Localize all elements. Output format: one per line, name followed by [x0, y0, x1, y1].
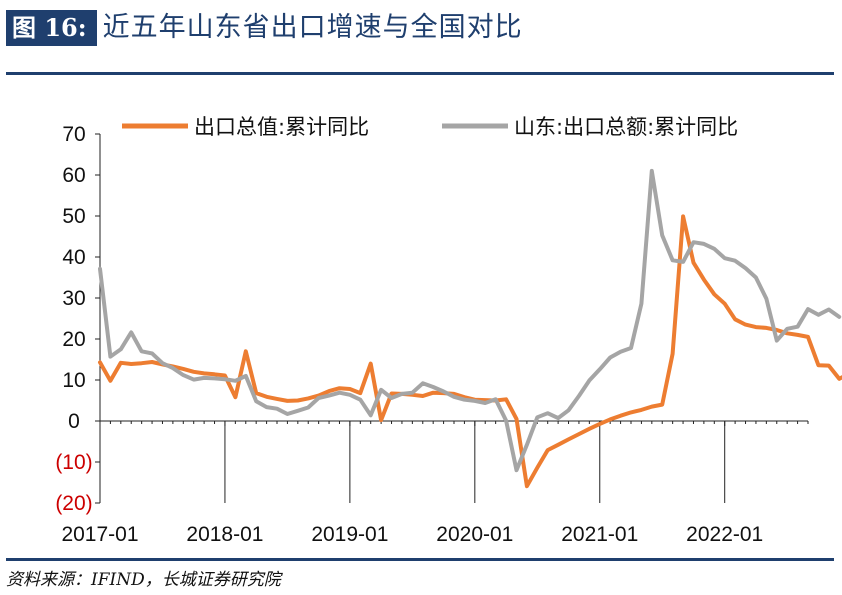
x-tick-label: 2020-01: [436, 523, 513, 546]
y-tick-label: 20: [62, 328, 85, 351]
legend-label: 出口总值:累计同比: [194, 115, 369, 139]
y-tick-label: 60: [62, 164, 85, 187]
legend-label: 山东:出口总额:累计同比: [514, 115, 738, 139]
x-tick-label: 2017-01: [61, 523, 138, 546]
source-note: 资料来源：IFIND，长城证券研究院: [6, 570, 281, 590]
series-line-national: [98, 214, 842, 489]
chart-legend: 出口总值:累计同比 山东:出口总额:累计同比: [122, 115, 738, 139]
x-tick-label: 2018-01: [186, 523, 263, 546]
x-tick-label: 2019-01: [311, 523, 388, 546]
title-divider: [6, 72, 834, 75]
figure-title: 近五年山东省出口增速与全国对比: [102, 12, 523, 43]
y-tick-label: (20): [55, 492, 92, 515]
figure-title-row: 图 16: 近五年山东省出口增速与全国对比: [6, 8, 523, 48]
y-tick-label: 40: [62, 246, 85, 269]
footer-divider: [6, 558, 834, 561]
y-tick-label: 30: [62, 287, 85, 310]
chart-axes: 70 60 50 40 30 20 10 0 (10) (20) 2017-01 2018-01 201…: [55, 123, 809, 546]
y-tick-label: 10: [62, 369, 85, 392]
series-line-shandong: [98, 168, 842, 473]
chart-series: [98, 168, 842, 489]
y-tick-label: 50: [62, 205, 85, 228]
figure-label: 图 16:: [6, 10, 97, 46]
x-tick-label: 2021-01: [561, 523, 638, 546]
y-tick-label: (10): [55, 451, 92, 474]
y-tick-label: 0: [68, 410, 80, 433]
x-tick-label: 2022-01: [686, 523, 763, 546]
y-tick-label: 70: [62, 123, 85, 146]
